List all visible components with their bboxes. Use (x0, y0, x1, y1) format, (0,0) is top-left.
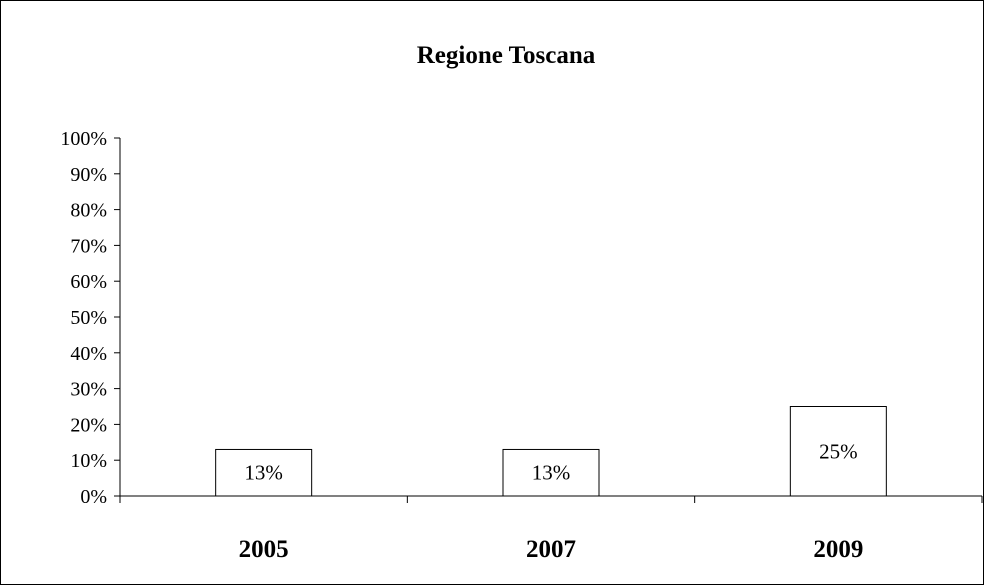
x-tick-label: 2005 (239, 536, 289, 563)
y-tick-label: 20% (70, 414, 107, 436)
data-label: 13% (532, 461, 571, 485)
y-tick-label: 30% (70, 379, 107, 401)
y-tick-label: 40% (70, 343, 107, 365)
x-tick-label: 2009 (813, 536, 863, 563)
y-tick-label: 0% (80, 486, 107, 508)
data-label: 13% (244, 461, 283, 485)
y-tick-label: 90% (70, 164, 107, 186)
axes: 0% 10% 20% 30% 40% 50% 60% 70% 80% 90% 100% 2005 200… (60, 128, 982, 563)
y-tick-label: 50% (70, 307, 107, 329)
y-tick-label: 80% (70, 200, 107, 222)
data-labels: 13% 13% 25% (244, 439, 857, 484)
y-tick-label: 70% (70, 235, 107, 257)
y-tick-label: 100% (60, 128, 107, 150)
chart-title: Regione Toscana (417, 42, 596, 69)
x-tick-label: 2007 (526, 536, 576, 563)
y-tick-label: 60% (70, 271, 107, 293)
y-tick-label: 10% (70, 450, 107, 472)
data-label: 25% (819, 439, 858, 463)
